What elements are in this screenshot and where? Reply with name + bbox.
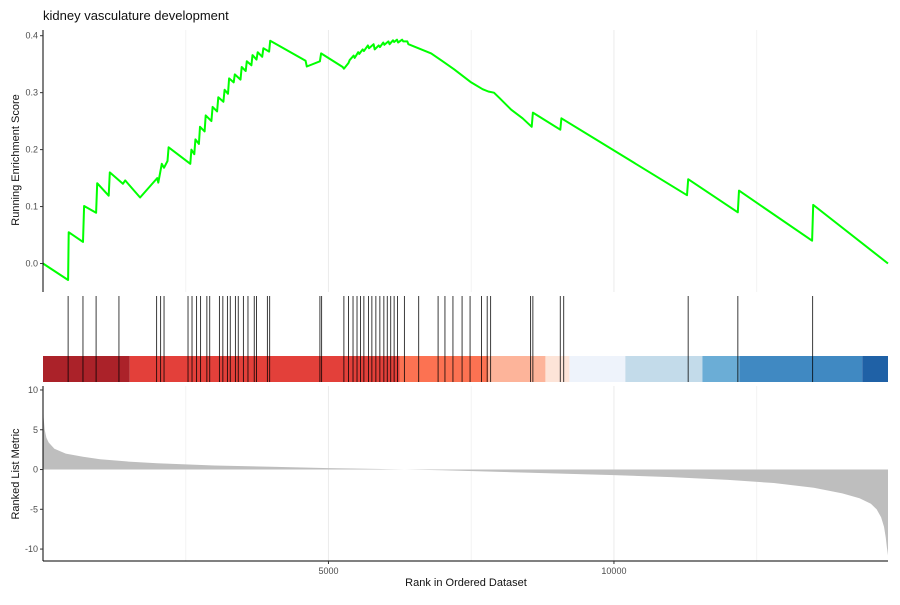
color-band-segment xyxy=(488,356,546,382)
ranked-metric-area-fill xyxy=(43,394,888,556)
color-band-segment xyxy=(702,356,740,382)
y-tick-label: 0 xyxy=(33,465,38,475)
y-tick-label: 10 xyxy=(28,385,38,395)
y-tick-label: 5 xyxy=(33,425,38,435)
color-band-segment xyxy=(862,356,888,382)
y-tick-label: 0.3 xyxy=(25,88,38,98)
axes xyxy=(42,30,888,562)
running-enrichment-line xyxy=(42,38,889,281)
x-axis-label: Rank in Ordered Dataset xyxy=(405,577,527,589)
chart-title: kidney vasculature development xyxy=(43,8,229,23)
y-tick-label: 0.1 xyxy=(25,202,38,212)
color-band-segment xyxy=(545,356,570,382)
x-tick-label: 10000 xyxy=(601,566,626,576)
y-axis-label-enrichment: Running Enrichment Score xyxy=(10,94,22,225)
y-tick-label: -5 xyxy=(30,504,38,514)
y-axis-label-metric: Ranked List Metric xyxy=(10,428,22,520)
y-tick-label: 0.2 xyxy=(25,145,38,155)
x-tick-label: 5000 xyxy=(318,566,338,576)
tick-labels: 0.0 0.1 0.2 0.3 0.4 10 5 0 -5 -10 5000 10000 xyxy=(25,31,626,576)
ranking-color-band xyxy=(43,356,888,382)
color-band-segment xyxy=(625,356,703,382)
gene-hit-marks xyxy=(67,296,814,382)
color-band-segment xyxy=(739,356,863,382)
color-band-segment xyxy=(129,356,400,382)
color-band-segment xyxy=(569,356,626,382)
ranked-metric-area xyxy=(43,394,888,556)
y-tick-label: -10 xyxy=(25,544,38,554)
y-tick-label: 0.4 xyxy=(25,31,38,41)
color-band-segment xyxy=(43,356,130,382)
y-tick-label: 0.0 xyxy=(25,259,38,269)
color-band-segment xyxy=(399,356,489,382)
enrichment-score-line xyxy=(42,38,889,281)
enrichment-grid xyxy=(185,30,758,292)
